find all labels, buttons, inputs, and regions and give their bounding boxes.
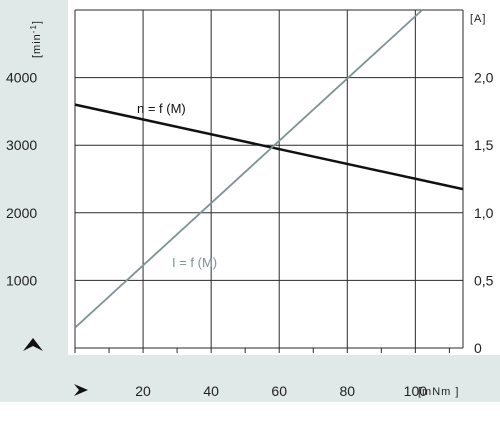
bottom-axis-band [0,355,500,402]
y-left-tick-label: 3000 [6,137,37,153]
x-tick-label: 60 [271,383,287,399]
x-tick-label: 80 [339,383,355,399]
y-right-tick-label: 2,0 [474,70,494,86]
y-right-tick-label: 1,0 [474,205,494,221]
series-label: I = f (M) [172,255,217,270]
series-line [74,9,423,329]
y-right-tick-label: 0 [474,340,482,356]
arrow-up-icon [23,338,43,351]
x-tick-label: 100 [404,383,428,399]
y-left-tick-label: 2000 [6,205,37,221]
arrow-right-icon [74,384,88,396]
x-unit-label: [mNm ] [418,386,459,398]
x-tick-label: 20 [135,383,151,399]
y-left-unit-label: [min-1] [29,20,44,58]
y-left-tick-label: 4000 [6,70,37,86]
series-line [74,103,464,191]
series-group: n = f (M) I = f (M) [74,9,464,329]
series-label: n = f (M) [137,101,186,116]
y-right-tick-label: 0,5 [474,272,494,288]
axis-bands [0,0,500,402]
x-tick-label: 40 [203,383,219,399]
y-right-unit-label: [A] [470,13,486,25]
tick-labels: 20 40 60 80 100 4000 3000 2000 1000 2,0 1,5 1,0 0,5 0 [6,70,494,399]
y-left-tick-label: 1000 [6,272,37,288]
grid [74,9,464,349]
left-axis-band [0,0,68,402]
y-right-tick-label: 1,5 [474,137,494,153]
